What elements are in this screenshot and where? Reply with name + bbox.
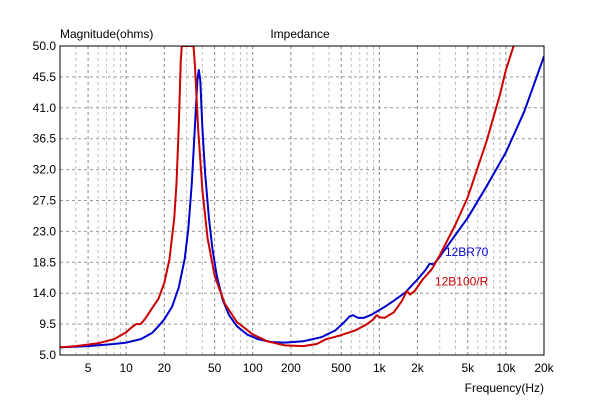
x-tick-label: 50 xyxy=(208,361,222,375)
x-tick-label: 2k xyxy=(411,361,425,375)
y-tick-label: 5.0 xyxy=(39,348,56,362)
series-layer xyxy=(60,46,544,349)
y-tick-label: 50.0 xyxy=(33,39,57,53)
y-tick-label: 45.5 xyxy=(33,70,57,84)
x-tick-label: 5 xyxy=(85,361,92,375)
y-tick-label: 9.5 xyxy=(39,317,56,331)
series-label-1: 12BR70 xyxy=(445,245,489,259)
plot-frame xyxy=(59,45,545,356)
y-axis-label: Magnitude(ohms) xyxy=(60,27,153,41)
y-tick-label: 27.5 xyxy=(33,194,57,208)
series-line-1 xyxy=(60,55,544,349)
x-tick-label: 100 xyxy=(243,361,263,375)
x-axis-label: Frequency(Hz) xyxy=(465,381,544,395)
x-tick-label: 5k xyxy=(461,361,475,375)
x-tick-label: 200 xyxy=(281,361,301,375)
series-line-2 xyxy=(60,46,515,349)
series-labels: 12BR70 12B100/R xyxy=(435,245,489,289)
y-tick-label: 23.0 xyxy=(33,224,57,238)
x-tick-label: 20 xyxy=(158,361,172,375)
y-tick-labels: 5.0 9.5 14.0 18.5 23.0 27.5 32.0 36.5 41.0 45.5 50… xyxy=(33,39,57,362)
x-tick-label: 10k xyxy=(496,361,516,375)
x-tick-label: 500 xyxy=(331,361,351,375)
x-tick-labels: 5 10 20 50 100 200 500 1k 2k 5k 10k 20k xyxy=(85,361,555,375)
y-tick-label: 32.0 xyxy=(33,163,57,177)
series-label-2: 12B100/R xyxy=(435,275,489,289)
y-tick-label: 14.0 xyxy=(33,286,57,300)
chart-title: Impedance xyxy=(270,27,330,41)
y-tick-label: 41.0 xyxy=(33,101,57,115)
y-tick-label: 36.5 xyxy=(33,132,57,146)
y-tick-label: 18.5 xyxy=(33,255,57,269)
x-tick-label: 10 xyxy=(120,361,134,375)
x-tick-label: 1k xyxy=(373,361,387,375)
x-tick-label: 20k xyxy=(534,361,554,375)
